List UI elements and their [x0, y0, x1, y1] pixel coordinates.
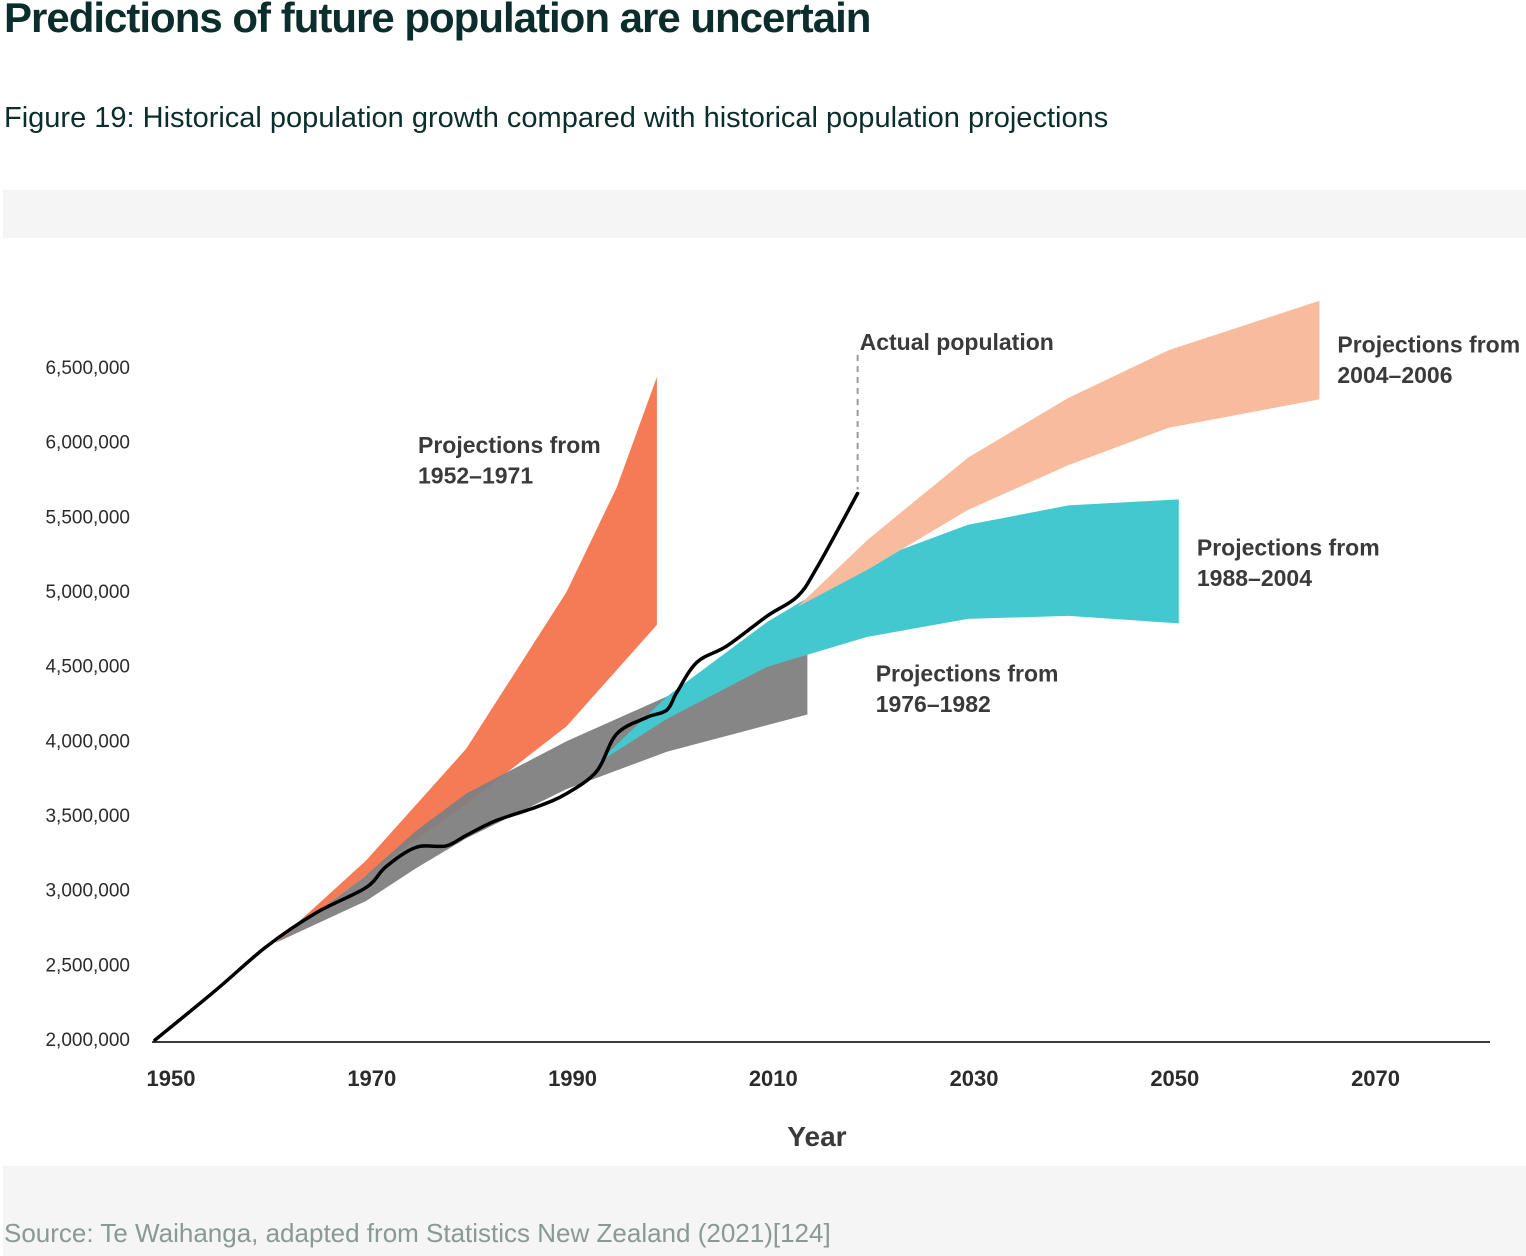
source-text: Source: Te Waihanga, adapted from Statis… [4, 1218, 831, 1248]
x-tick-label: 1990 [548, 1066, 597, 1091]
figure-caption: Figure 19: Historical population growth … [4, 102, 1109, 134]
y-tick-label: 2,000,000 [45, 1030, 130, 1051]
label-1988-2004-line1: Projections from [1197, 534, 1380, 560]
band-proj-2004-2006 [797, 300, 1320, 607]
y-tick-label: 6,500,000 [45, 358, 130, 379]
label-2004-2006-line2: 2004–2006 [1337, 362, 1452, 388]
y-tick-label: 2,500,000 [45, 955, 130, 976]
projection-bands [275, 300, 1320, 943]
x-axis-title: Year [787, 1121, 846, 1152]
band-proj-1952-1971 [275, 377, 657, 943]
label-1988-2004-line2: 1988–2004 [1197, 565, 1312, 591]
actual-population-label: Actual population [860, 329, 1054, 355]
x-tick-label: 1970 [347, 1066, 396, 1091]
actual-population-line [153, 491, 860, 1042]
x-tick-label: 2050 [1150, 1066, 1199, 1091]
x-tick-label: 1950 [147, 1066, 196, 1091]
y-tick-label: 6,000,000 [45, 433, 130, 454]
x-axis-ticks: 1950 1970 1990 2010 2030 2050 2070 [147, 1066, 1400, 1091]
y-tick-label: 4,000,000 [45, 731, 130, 752]
chart-header-band [3, 190, 1526, 238]
label-1952-1971-line2: 1952–1971 [418, 463, 533, 489]
band-proj-1976-1982 [275, 644, 808, 943]
label-1952-1971-line1: Projections from [418, 432, 601, 458]
y-tick-label: 3,500,000 [45, 806, 130, 827]
x-tick-label: 2010 [749, 1066, 798, 1091]
label-1976-1982-line1: Projections from [876, 661, 1059, 687]
y-axis-ticks: 2,000,000 2,500,000 3,000,000 3,500,000 4,00… [45, 358, 130, 1051]
band-proj-1988-2004 [596, 499, 1179, 764]
label-1976-1982-line2: 1976–1982 [876, 691, 991, 717]
y-tick-label: 5,500,000 [45, 507, 130, 528]
y-tick-label: 4,500,000 [45, 657, 130, 678]
y-tick-label: 5,000,000 [45, 582, 130, 603]
source-band [3, 1166, 1526, 1256]
x-tick-label: 2070 [1351, 1066, 1400, 1091]
page-heading: Predictions of future population are unc… [4, 0, 871, 41]
x-tick-label: 2030 [950, 1066, 999, 1091]
label-2004-2006-line1: Projections from [1337, 331, 1520, 357]
y-tick-label: 3,000,000 [45, 881, 130, 902]
